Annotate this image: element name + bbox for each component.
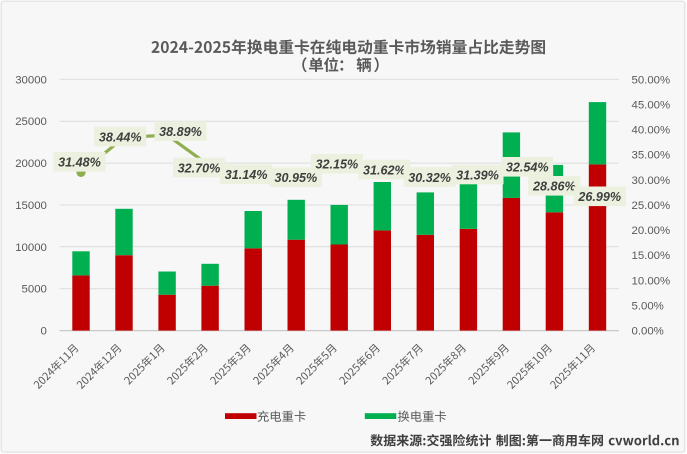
svg-text:31.62%: 31.62% xyxy=(363,163,406,177)
svg-text:32.70%: 32.70% xyxy=(178,161,221,175)
svg-text:15000: 15000 xyxy=(15,200,47,212)
svg-text:5000: 5000 xyxy=(22,284,47,296)
svg-text:15.00%: 15.00% xyxy=(632,250,671,262)
svg-text:26.99%: 26.99% xyxy=(577,190,621,204)
svg-text:5.00%: 5.00% xyxy=(632,301,664,313)
svg-text:31.14%: 31.14% xyxy=(225,168,268,182)
svg-text:32.15%: 32.15% xyxy=(316,158,359,172)
svg-text:35.00%: 35.00% xyxy=(632,150,671,162)
svg-text:30.32%: 30.32% xyxy=(408,171,451,185)
svg-text:31.39%: 31.39% xyxy=(456,168,499,182)
svg-text:38.89%: 38.89% xyxy=(159,125,202,139)
svg-text:0: 0 xyxy=(41,326,47,338)
svg-text:20.00%: 20.00% xyxy=(632,225,671,237)
svg-text:10.00%: 10.00% xyxy=(632,275,671,287)
svg-text:25000: 25000 xyxy=(15,116,47,128)
svg-text:31.48%: 31.48% xyxy=(58,156,101,170)
svg-text:28.86%: 28.86% xyxy=(532,180,576,194)
svg-text:40.00%: 40.00% xyxy=(632,125,671,137)
svg-text:30.95%: 30.95% xyxy=(274,171,317,185)
svg-text:45.00%: 45.00% xyxy=(632,99,671,111)
svg-text:30.00%: 30.00% xyxy=(632,175,671,187)
svg-text:50.00%: 50.00% xyxy=(632,74,671,86)
svg-text:30000: 30000 xyxy=(15,74,47,86)
svg-text:32.54%: 32.54% xyxy=(506,161,549,175)
svg-text:10000: 10000 xyxy=(15,242,47,254)
svg-text:20000: 20000 xyxy=(15,158,47,170)
svg-text:25.00%: 25.00% xyxy=(632,200,671,212)
svg-text:0.00%: 0.00% xyxy=(632,326,664,338)
svg-text:38.44%: 38.44% xyxy=(99,130,142,144)
